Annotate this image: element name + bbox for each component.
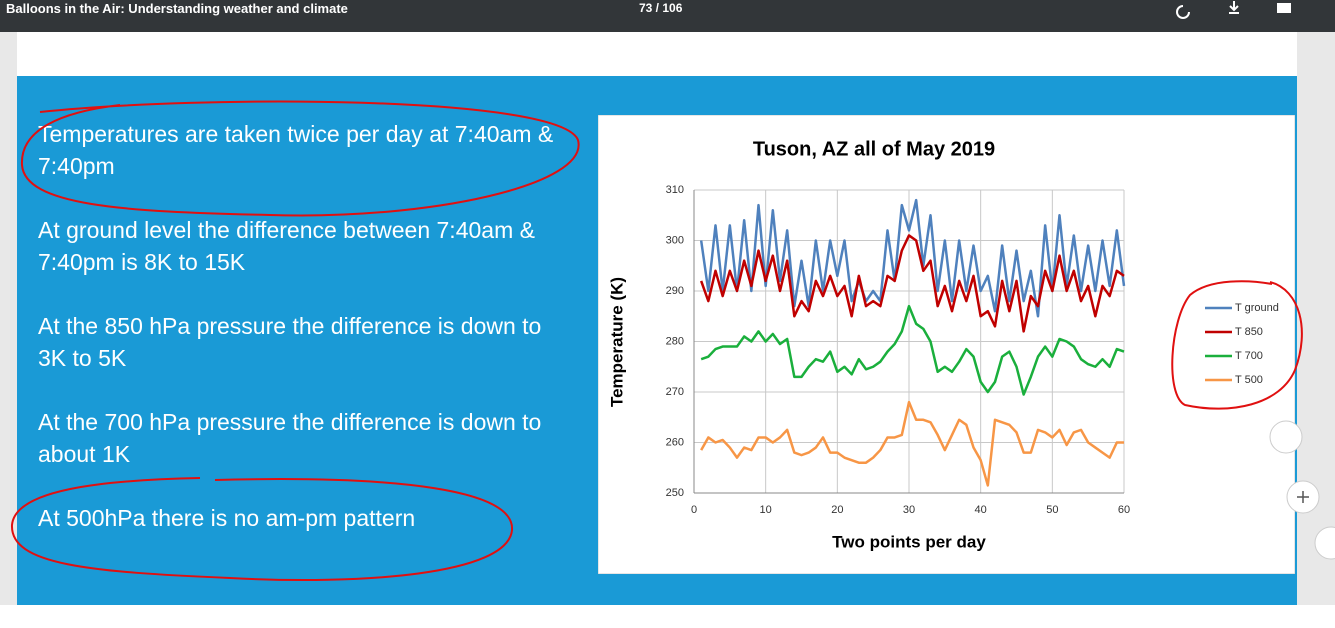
page-counter: 73 / 106 — [639, 1, 683, 15]
x-tick-label: 50 — [1046, 504, 1058, 516]
zoom-in-icon — [1297, 491, 1309, 503]
viewer-toolbar: Balloons in the Air: Understanding weath… — [0, 0, 1335, 32]
bullet: At ground level the difference between 7… — [38, 217, 535, 275]
chart-title: Tuson, AZ all of May 2019 — [753, 138, 995, 160]
rotate-icon[interactable] — [1176, 5, 1190, 19]
x-tick-label: 30 — [903, 504, 915, 516]
x-tick-label: 40 — [975, 504, 987, 516]
chart-background — [598, 115, 1295, 574]
bullet: At 500hPa there is no am-pm pattern — [38, 505, 416, 531]
series-line — [699, 198, 1126, 318]
legend-label: T 700 — [1235, 350, 1263, 362]
y-tick-label: 300 — [666, 234, 684, 246]
x-tick-label: 60 — [1118, 504, 1130, 516]
page-margin — [17, 32, 1297, 76]
y-tick-label: 280 — [666, 335, 684, 347]
x-tick-label: 10 — [760, 504, 772, 516]
y-tick-label: 260 — [666, 436, 684, 448]
x-tick-label: 20 — [831, 504, 843, 516]
thumbnail-strip — [0, 605, 1335, 628]
zoom-out-button[interactable] — [1314, 526, 1335, 560]
y-axis-label: Temperature (K) — [607, 277, 626, 407]
print-icon[interactable] — [1277, 3, 1291, 13]
document-title: Balloons in the Air: Understanding weath… — [6, 1, 348, 16]
series-line — [699, 234, 1125, 333]
legend-label: T 850 — [1235, 326, 1263, 338]
bullet: At the 700 hPa pressure the difference i… — [38, 409, 542, 467]
y-tick-label: 310 — [666, 184, 684, 196]
legend-label: T ground — [1235, 302, 1279, 314]
series-line — [700, 304, 1125, 396]
y-tick-label: 290 — [666, 285, 684, 297]
bullet: At the 850 hPa pressure the difference i… — [38, 313, 542, 371]
bullet: Temperatures are taken twice per day at … — [38, 121, 554, 179]
x-tick-label: 0 — [691, 504, 697, 516]
legend-label: T 500 — [1235, 374, 1263, 386]
series-line — [700, 400, 1124, 487]
toolbar-icons — [1176, 1, 1291, 19]
x-axis-label: Two points per day — [832, 532, 986, 551]
y-tick-label: 250 — [666, 487, 684, 499]
chart: Tuson, AZ all of May 2019 Two points per… — [598, 115, 1295, 574]
y-tick-label: 270 — [666, 386, 684, 398]
download-icon[interactable] — [1229, 1, 1239, 14]
